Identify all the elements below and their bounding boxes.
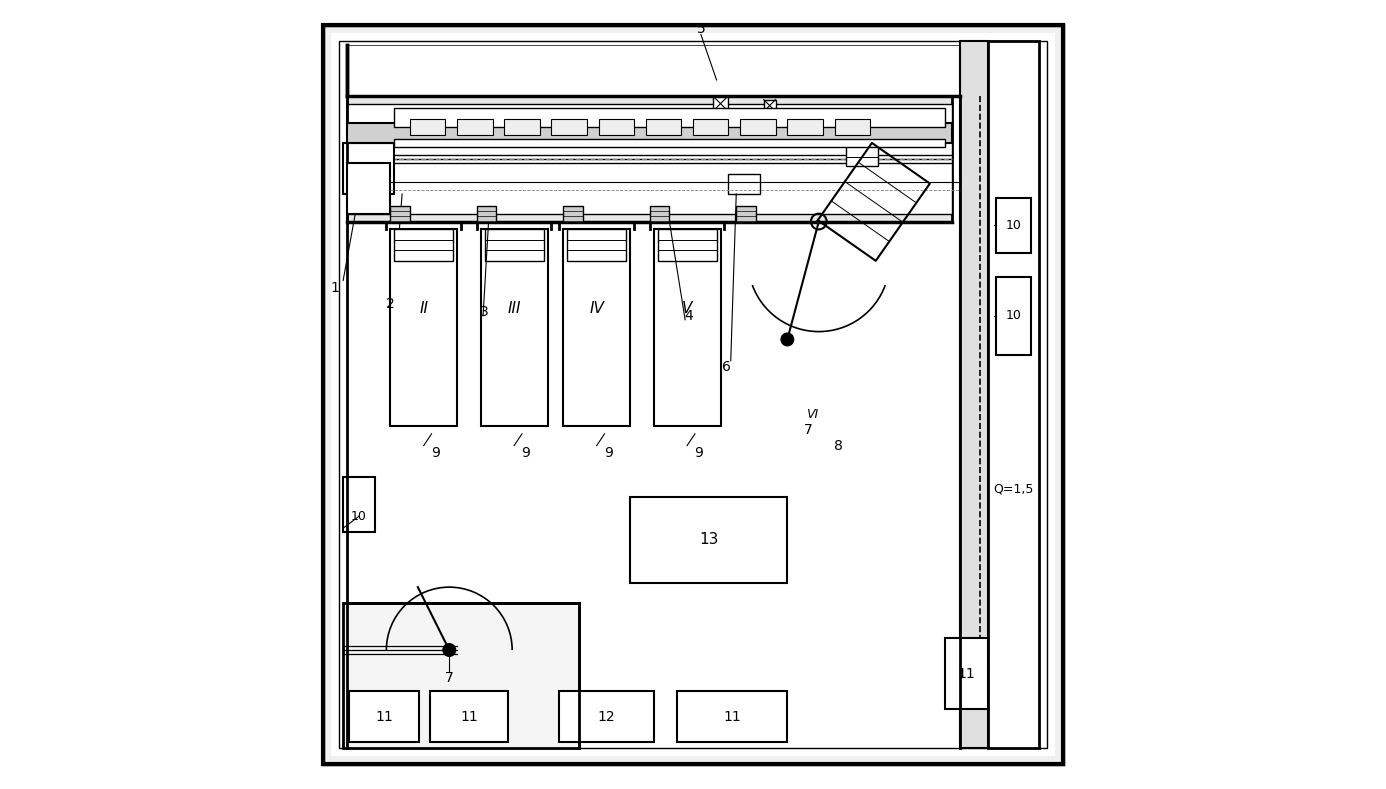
- Bar: [457, 119, 492, 135]
- Text: 4: 4: [685, 308, 693, 323]
- Bar: [960, 41, 988, 748]
- Text: 5: 5: [697, 22, 705, 36]
- Bar: [693, 119, 729, 135]
- Text: 9: 9: [604, 447, 613, 461]
- Circle shape: [744, 183, 747, 186]
- Bar: [995, 277, 1031, 355]
- Text: 2: 2: [385, 297, 395, 311]
- Bar: [505, 119, 539, 135]
- Bar: [988, 41, 1040, 748]
- Circle shape: [444, 644, 456, 656]
- Bar: [477, 206, 496, 222]
- Text: VI: VI: [807, 408, 819, 421]
- Text: 1: 1: [331, 282, 340, 295]
- Bar: [678, 691, 787, 742]
- Bar: [650, 206, 669, 222]
- Bar: [599, 119, 633, 135]
- Bar: [567, 230, 626, 261]
- Text: 11: 11: [723, 710, 742, 724]
- Bar: [995, 198, 1031, 253]
- Bar: [740, 119, 776, 135]
- Bar: [481, 230, 547, 426]
- Bar: [344, 477, 374, 532]
- Text: 7: 7: [804, 423, 814, 437]
- Text: II: II: [419, 301, 428, 316]
- Bar: [346, 123, 952, 143]
- Bar: [430, 691, 509, 742]
- Bar: [764, 99, 776, 111]
- Text: Q=1,5: Q=1,5: [994, 482, 1034, 495]
- Bar: [391, 206, 410, 222]
- Bar: [344, 603, 579, 748]
- Text: IV: IV: [589, 301, 604, 316]
- Bar: [646, 119, 681, 135]
- Text: 10: 10: [351, 510, 367, 523]
- Bar: [394, 139, 945, 147]
- Text: 11: 11: [460, 710, 478, 724]
- Bar: [945, 638, 988, 709]
- Text: 9: 9: [694, 447, 703, 461]
- Bar: [712, 95, 729, 111]
- Bar: [346, 95, 952, 222]
- Bar: [349, 691, 420, 742]
- Bar: [631, 497, 787, 583]
- Bar: [410, 119, 445, 135]
- Bar: [346, 163, 391, 214]
- Bar: [729, 174, 760, 194]
- Circle shape: [732, 183, 735, 186]
- Text: 13: 13: [699, 533, 718, 548]
- Circle shape: [782, 333, 794, 346]
- Text: 3: 3: [481, 305, 489, 319]
- Circle shape: [750, 183, 754, 186]
- Text: 11: 11: [376, 710, 392, 724]
- Bar: [657, 230, 717, 261]
- Bar: [391, 230, 457, 426]
- Text: 7: 7: [445, 671, 453, 685]
- Bar: [834, 119, 870, 135]
- Bar: [344, 143, 394, 194]
- Bar: [394, 230, 453, 261]
- Bar: [654, 230, 721, 426]
- Text: 8: 8: [834, 439, 843, 453]
- Bar: [560, 691, 654, 742]
- Circle shape: [737, 183, 742, 186]
- Text: 6: 6: [722, 360, 732, 374]
- Bar: [787, 119, 823, 135]
- Bar: [485, 230, 543, 261]
- Text: III: III: [507, 301, 521, 316]
- Bar: [563, 206, 584, 222]
- Text: 12: 12: [597, 710, 615, 724]
- Bar: [847, 127, 877, 166]
- Text: 11: 11: [956, 667, 974, 681]
- Bar: [563, 230, 631, 426]
- Bar: [736, 206, 755, 222]
- Bar: [552, 119, 586, 135]
- Text: V: V: [682, 301, 692, 316]
- Text: 9: 9: [431, 447, 439, 461]
- Text: 10: 10: [1006, 309, 1021, 323]
- Bar: [394, 107, 945, 127]
- Text: 10: 10: [1006, 219, 1021, 232]
- Text: 9: 9: [521, 447, 531, 461]
- Bar: [346, 103, 952, 214]
